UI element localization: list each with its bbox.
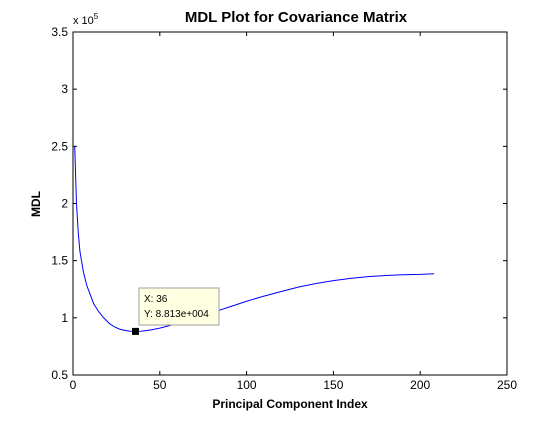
axes-box <box>72 31 508 376</box>
y-tick-label: 1 <box>61 311 68 325</box>
y-exponent-power: 5 <box>94 12 99 21</box>
x-tick-label: 200 <box>410 378 430 392</box>
y-exponent-label: x 105 <box>73 12 99 27</box>
x-tick-label: 150 <box>323 378 343 392</box>
y-tick-label: 2 <box>61 197 68 211</box>
datatip[interactable]: X: 36 Y: 8.813e+004 <box>132 287 220 335</box>
axis-ticks: 0 50 100 150 200 250 0.5 1 1.5 2 2.5 3 3.5 <box>51 25 517 392</box>
y-tick-label: 0.5 <box>51 368 68 382</box>
x-axis-label: Principal Component Index <box>212 397 368 411</box>
x-tick-label: 250 <box>497 378 517 392</box>
y-tick-label: 3.5 <box>51 25 68 39</box>
y-tick-label: 3 <box>61 82 68 96</box>
x-tick-label: 0 <box>70 378 77 392</box>
y-exponent-base: x 10 <box>73 15 94 27</box>
datatip-y-text: Y: 8.813e+004 <box>144 309 209 320</box>
chart-title: MDL Plot for Covariance Matrix <box>185 9 408 26</box>
datatip-box <box>138 287 220 326</box>
x-tick-label: 100 <box>237 378 257 392</box>
y-tick-label: 2.5 <box>51 139 68 153</box>
datatip-x-text: X: 36 <box>144 294 168 305</box>
mdl-series-line <box>74 146 435 332</box>
y-tick-label: 1.5 <box>51 254 68 268</box>
x-tick-label: 50 <box>153 378 167 392</box>
y-axis-label: MDL <box>29 191 43 217</box>
datatip-marker[interactable] <box>132 327 139 335</box>
